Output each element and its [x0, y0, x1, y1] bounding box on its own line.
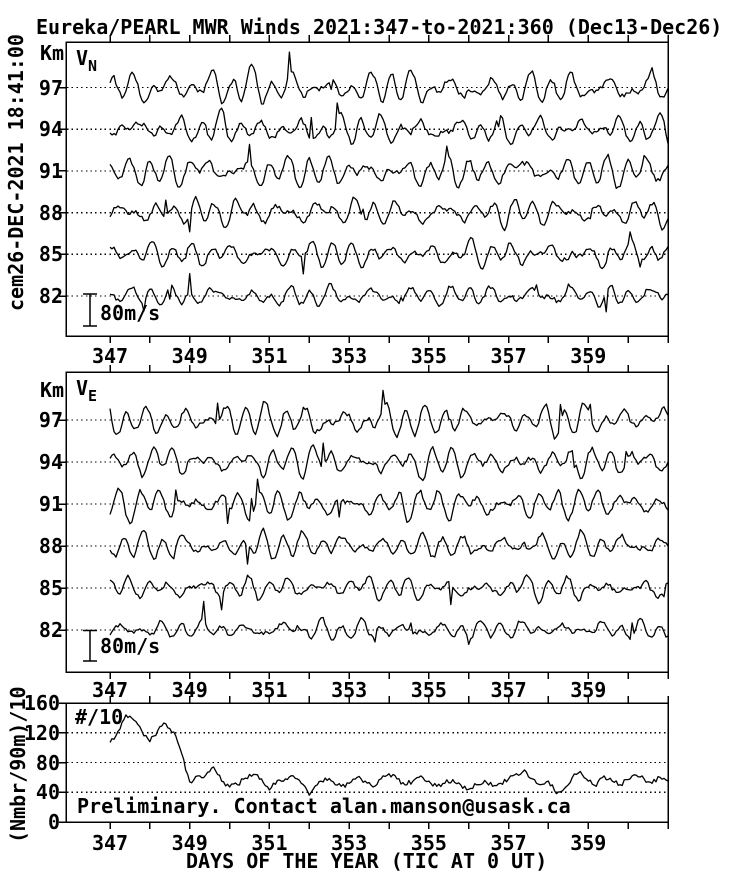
counts-y-tick-label: 80 [35, 750, 60, 775]
preliminary-note: Preliminary. Contact alan.manson@usask.c… [77, 794, 571, 818]
vn-km-tick-label: 82 [38, 284, 63, 308]
counts-y-tick-label: 120 [23, 720, 60, 745]
vn-x-tick-label: 359 [570, 344, 607, 368]
counts-panel-label: #/10 [75, 705, 124, 729]
panel-label-vn: VN [76, 46, 98, 75]
ve-wind-series-97km [109, 389, 669, 440]
vn-wind-series-94km [109, 102, 669, 146]
ve-km-tick-label: 85 [38, 576, 63, 600]
counts-x-tick-label: 347 [91, 831, 129, 855]
ve-km-tick-label: 91 [38, 492, 63, 516]
ve-x-tick-label: 347 [91, 678, 129, 702]
ve-x-tick-label: 351 [251, 678, 288, 702]
plot-title: Eureka/PEARL MWR Winds 2021:347-to-2021:… [36, 15, 723, 39]
vn-panel-frame [65, 41, 669, 337]
ve-km-tick-label: 82 [38, 618, 63, 642]
vn-x-tick-label: 351 [251, 344, 288, 368]
ve-x-tick-label: 349 [171, 678, 208, 702]
vn-x-tick-label: 349 [171, 344, 208, 368]
counts-x-tick-label: 349 [171, 831, 208, 855]
ve-km-tick-label: 88 [38, 534, 63, 558]
vn-wind-series-85km [109, 231, 669, 275]
ve-panel-frame [65, 371, 669, 673]
ve-wind-series-94km [109, 442, 669, 482]
vn-wind-series-82km [109, 272, 669, 313]
ve-x-tick-label: 355 [410, 678, 447, 702]
counts-x-tick-label: 353 [331, 831, 368, 855]
ve-wind-series-88km [109, 527, 669, 565]
ve-wind-series-85km [109, 574, 669, 611]
vn-wind-series-97km [109, 51, 669, 105]
ve-wind-series-82km [109, 600, 669, 646]
ve-x-tick-label: 357 [490, 678, 527, 702]
vn-km-tick-label: 88 [38, 200, 63, 225]
counts-x-tick-label: 357 [490, 831, 527, 855]
ve-wind-series-91km [109, 478, 669, 525]
counts-x-tick-label: 351 [251, 831, 288, 855]
km-unit-label-vn: Km [40, 41, 65, 65]
ve-km-tick-label: 94 [38, 450, 63, 474]
x-axis-title: DAYS OF THE YEAR (TIC AT 0 UT) [186, 849, 548, 873]
vn-km-tick-label: 94 [38, 117, 63, 142]
panel-label-ve: VE [76, 376, 98, 405]
vn-km-tick-label: 91 [38, 158, 63, 183]
vn-km-tick-label: 85 [38, 242, 63, 267]
scale-bar-label-ve: 80m/s [100, 634, 161, 658]
counts-y-tick-label: 160 [23, 691, 60, 715]
vn-km-tick-label: 97 [38, 75, 63, 100]
vn-wind-series-88km [109, 195, 669, 233]
vn-x-tick-label: 347 [91, 344, 129, 368]
counts-x-tick-label: 355 [410, 831, 447, 855]
creation-timestamp: cem26-DEC-2021 18:41:00 [4, 34, 28, 311]
counts-series [109, 714, 669, 796]
vn-x-tick-label: 357 [490, 344, 527, 368]
vn-x-tick-label: 355 [410, 344, 447, 368]
vn-wind-series-91km [109, 143, 669, 190]
counts-x-tick-label: 359 [570, 831, 607, 855]
counts-y-tick-label: 0 [47, 810, 60, 834]
ve-x-tick-label: 359 [570, 678, 607, 702]
vn-x-tick-label: 353 [331, 344, 368, 368]
km-unit-label-ve: Km [40, 378, 65, 402]
counts-y-tick-label: 40 [35, 780, 60, 805]
scale-bar-label-vn: 80m/s [100, 301, 161, 325]
ve-km-tick-label: 97 [38, 408, 63, 432]
ve-x-tick-label: 353 [331, 678, 368, 702]
